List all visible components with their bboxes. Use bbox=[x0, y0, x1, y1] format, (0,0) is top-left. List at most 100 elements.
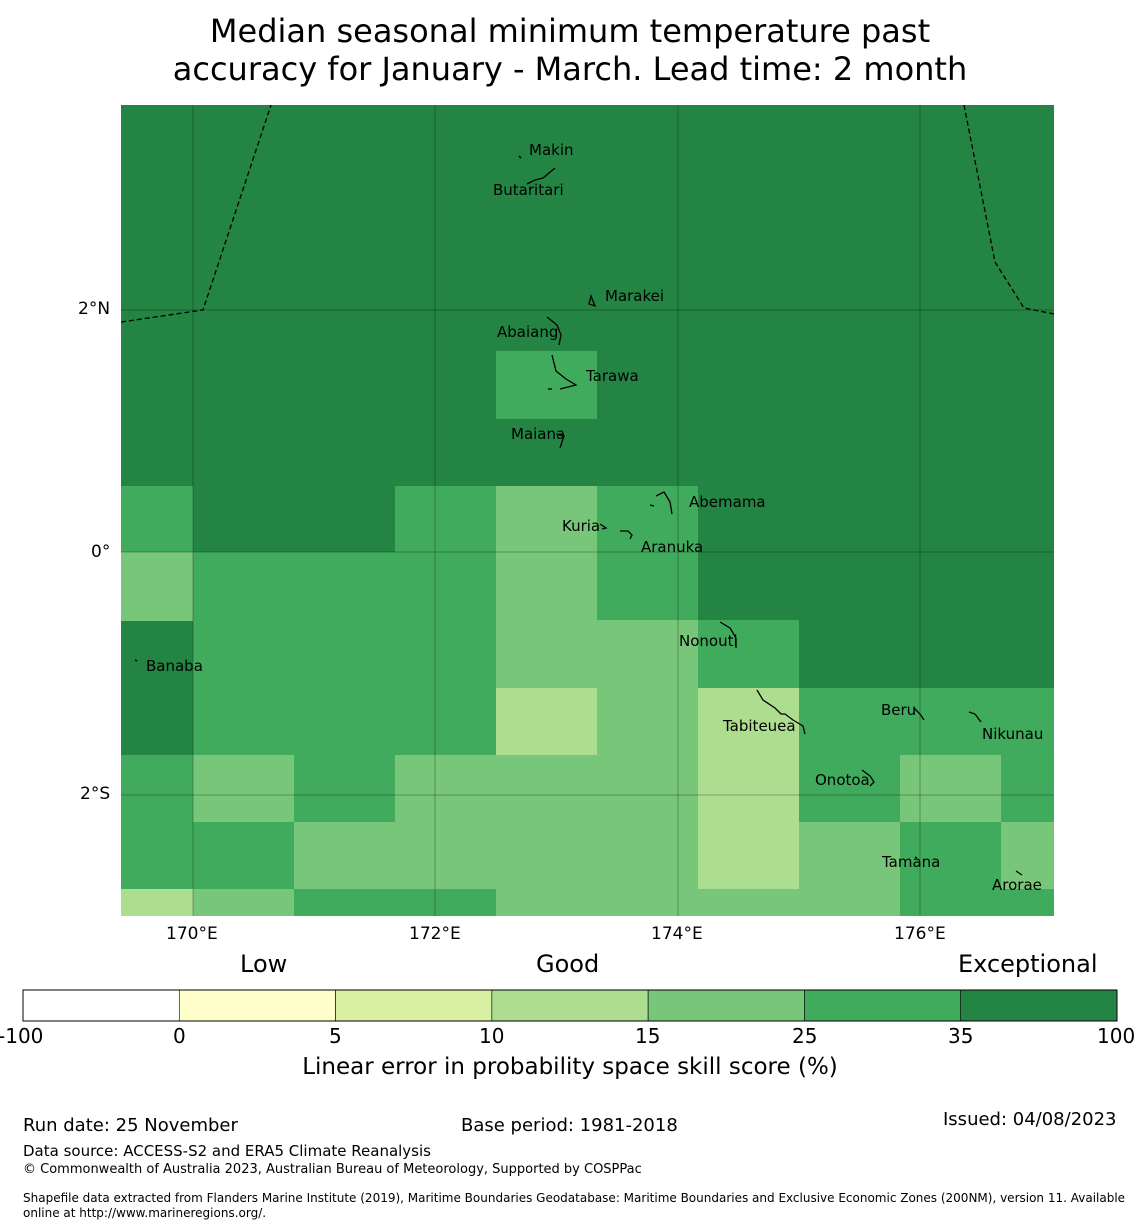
grid-cell bbox=[496, 889, 900, 916]
grid-cell bbox=[799, 688, 1054, 756]
place-label-marakei: Marakei bbox=[605, 287, 665, 305]
eez-boundary bbox=[963, 105, 1054, 315]
island-outline bbox=[518, 155, 522, 159]
eez-boundary bbox=[121, 105, 272, 323]
place-label-arorae: Arorae bbox=[992, 876, 1042, 894]
place-label-butaritari: Butaritari bbox=[493, 181, 564, 199]
place-label-beru: Beru bbox=[881, 701, 917, 719]
colorbar-tick-label: 15 bbox=[635, 1024, 661, 1048]
grid-cell bbox=[496, 688, 597, 756]
island-outline bbox=[546, 316, 562, 346]
island-outline bbox=[599, 523, 608, 530]
legend-category-low: Low bbox=[240, 950, 288, 978]
island-outline bbox=[1015, 870, 1023, 876]
shapefile-credit-line-1: Shapefile data extracted from Flanders M… bbox=[23, 1191, 1126, 1205]
chart-title-line-1: Median seasonal minimum temperature past bbox=[209, 12, 931, 50]
place-label-banaba: Banaba bbox=[146, 657, 203, 675]
grid-cell bbox=[193, 688, 496, 756]
grid-cell bbox=[799, 755, 900, 823]
island-outline bbox=[134, 659, 138, 662]
place-label-nikunau: Nikunau bbox=[982, 725, 1044, 743]
grid-cell bbox=[121, 822, 193, 890]
place-label-nonouti: Nonouti bbox=[679, 632, 738, 650]
grid-cell bbox=[121, 755, 193, 823]
island-outline bbox=[914, 856, 918, 859]
lat-tick-label: 2°N bbox=[78, 299, 111, 319]
place-label-onotoa: Onotoa bbox=[815, 771, 870, 789]
copyright: © Commonwealth of Australia 2023, Austra… bbox=[23, 1162, 642, 1177]
grid-cell bbox=[597, 552, 698, 621]
colorbar-tick-label: 0 bbox=[173, 1024, 186, 1048]
colorbar-label: Linear error in probability space skill … bbox=[302, 1054, 838, 1080]
grid-cell bbox=[597, 688, 698, 756]
place-label-tabiteuea: Tabiteuea bbox=[723, 717, 796, 735]
grid-cell bbox=[597, 486, 698, 553]
grid-cell bbox=[121, 552, 193, 621]
lon-tick-label: 176°E bbox=[894, 924, 946, 944]
grid-cell bbox=[294, 889, 496, 916]
grid-cell bbox=[294, 755, 395, 823]
island-outline bbox=[551, 354, 578, 390]
grid-cell bbox=[1001, 822, 1054, 890]
grid-cell bbox=[900, 889, 1054, 916]
grid-cell bbox=[193, 620, 496, 689]
place-label-makin: Makin bbox=[529, 141, 574, 159]
place-label-abemama: Abemama bbox=[689, 493, 766, 511]
grid-cell bbox=[799, 822, 900, 890]
island-outline bbox=[861, 769, 875, 787]
lon-tick-label: 174°E bbox=[651, 924, 703, 944]
colorbar-tick-label: 100 bbox=[1097, 1024, 1136, 1048]
shapefile-credit-line-2: online at http://www.marineregions.org/. bbox=[23, 1206, 267, 1220]
run-date: Run date: 25 November bbox=[23, 1115, 238, 1136]
grid-cell bbox=[193, 822, 294, 890]
colorbar-tick-label: 5 bbox=[329, 1024, 342, 1048]
place-label-kuria: Kuria bbox=[562, 517, 601, 535]
data-source: Data source: ACCESS-S2 and ERA5 Climate … bbox=[23, 1142, 431, 1160]
grid-cell bbox=[193, 755, 294, 823]
legend-category-good: Good bbox=[536, 950, 600, 978]
grid-cell bbox=[395, 755, 698, 823]
grid-cell bbox=[496, 552, 597, 621]
island-outline bbox=[913, 707, 925, 721]
place-label-maiana: Maiana bbox=[511, 425, 566, 443]
legend-category-exceptional: Exceptional bbox=[958, 950, 1098, 978]
grid-cell bbox=[193, 889, 294, 916]
grid-cell bbox=[900, 822, 1001, 890]
island-outline bbox=[756, 689, 806, 735]
colorbar-tick-label: 35 bbox=[948, 1024, 974, 1048]
base-period: Base period: 1981-2018 bbox=[461, 1115, 678, 1136]
grid-cell bbox=[294, 822, 698, 890]
grid-cell bbox=[698, 620, 799, 689]
colorbar-tick-label: 25 bbox=[792, 1024, 818, 1048]
island-outline bbox=[526, 167, 556, 185]
island-outline bbox=[620, 530, 633, 540]
grid-cell bbox=[496, 486, 597, 553]
place-label-tarawa: Tarawa bbox=[586, 367, 639, 385]
place-label-abaiang: Abaiang bbox=[497, 323, 559, 341]
grid-cell bbox=[121, 889, 193, 916]
chart-title-line-2: accuracy for January - March. Lead time:… bbox=[172, 50, 968, 88]
skill-map bbox=[121, 105, 1054, 916]
grid-cell bbox=[698, 755, 799, 823]
lon-tick-label: 170°E bbox=[166, 924, 218, 944]
grid-cell bbox=[121, 486, 193, 553]
place-label-aranuka: Aranuka bbox=[641, 538, 704, 556]
island-outline bbox=[968, 711, 982, 723]
grid-cell bbox=[698, 688, 799, 756]
grid-cell bbox=[496, 351, 597, 419]
grid-cell bbox=[900, 755, 1001, 823]
grid-cell bbox=[193, 552, 496, 621]
grid-cell bbox=[496, 620, 698, 689]
issued-date: Issued: 04/08/2023 bbox=[943, 1109, 1117, 1130]
island-outline bbox=[588, 293, 597, 308]
island-outline bbox=[649, 504, 655, 507]
lon-tick-label: 172°E bbox=[409, 924, 461, 944]
lat-tick-label: 0° bbox=[91, 542, 111, 562]
colorbar-tick-label: -100 bbox=[0, 1024, 44, 1048]
grid-cell bbox=[698, 822, 799, 890]
lat-tick-label: 2°S bbox=[80, 784, 111, 804]
colorbar-tick-label: 10 bbox=[479, 1024, 505, 1048]
island-outline bbox=[555, 433, 565, 449]
island-outline bbox=[655, 491, 673, 515]
grid-cell bbox=[395, 486, 496, 553]
